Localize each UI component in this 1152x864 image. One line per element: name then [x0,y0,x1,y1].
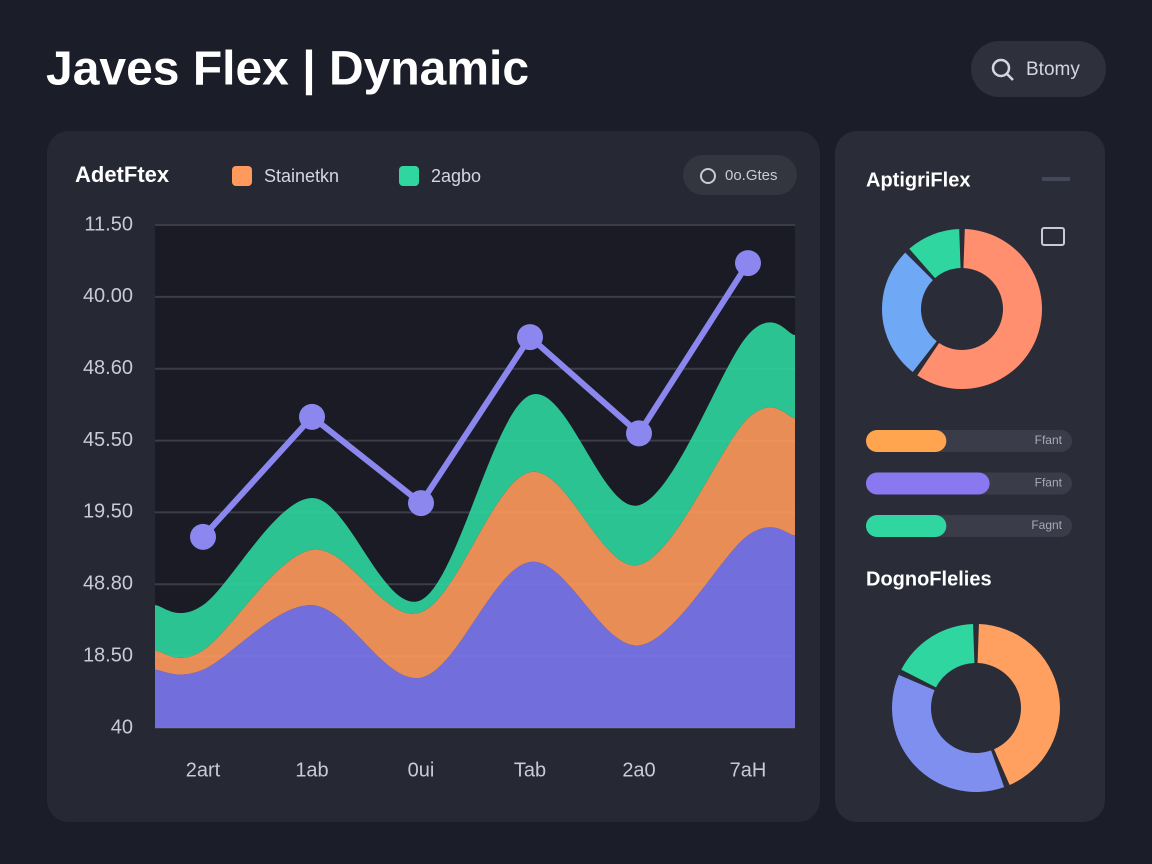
line-point [190,523,216,550]
y-tick-label: 40 [111,716,133,738]
progress-label: Fagnt [1031,518,1062,532]
donut-segment [901,624,975,688]
line-point [408,490,434,517]
progress-bar [866,430,947,452]
legend-label: Stainetkn [264,166,339,186]
y-tick-label: 48.80 [83,573,133,595]
search-icon [1006,73,1014,81]
donut-segment [917,229,1042,389]
donut-segment [882,252,937,373]
donut-segment [977,624,1060,785]
x-tick-label: 2art [186,759,221,781]
y-tick-label: 48.60 [83,357,133,379]
line-point [626,420,652,447]
legend-swatch [232,166,252,186]
donut-segment [909,229,961,279]
area [155,322,795,658]
search-label: Btomy [1026,59,1080,80]
area [155,407,795,679]
expand-icon [1041,227,1065,246]
legend-label: 2agbo [431,166,481,186]
line-point [735,250,761,277]
x-tick-label: 7aH [730,759,767,781]
y-tick-label: 19.50 [83,501,133,523]
area [155,527,795,728]
progress-label: Ffant [1035,433,1063,447]
button-icon [700,168,716,184]
progress-bar [866,472,990,495]
line [200,261,751,539]
y-tick-label: 18.50 [83,644,133,666]
progress-bar [866,515,947,537]
x-tick-label: 1ab [295,759,328,781]
x-tick-label: Tab [514,759,546,781]
y-tick-label: 40.00 [83,285,133,307]
line-point [517,324,543,351]
progress-label: Ffant [1035,476,1063,490]
search-icon [991,58,1011,78]
page-title: Javes Flex | Dynamic [46,43,529,96]
card-title: AdetFtex [75,162,170,187]
donut-title: AptigriFlex [866,169,970,191]
y-tick-label: 11.50 [84,213,133,235]
search-button[interactable] [971,41,1106,97]
legend-swatch [399,166,419,186]
card-button[interactable] [683,155,797,195]
donut-segment [892,674,1005,793]
button-label: 0o.Gtes [725,167,778,184]
y-tick-label: 45.50 [83,429,133,451]
x-tick-label: 0ui [408,759,435,781]
line-point [299,403,325,430]
donut-title: DognoFlelies [866,568,992,590]
x-tick-label: 2a0 [622,759,655,781]
